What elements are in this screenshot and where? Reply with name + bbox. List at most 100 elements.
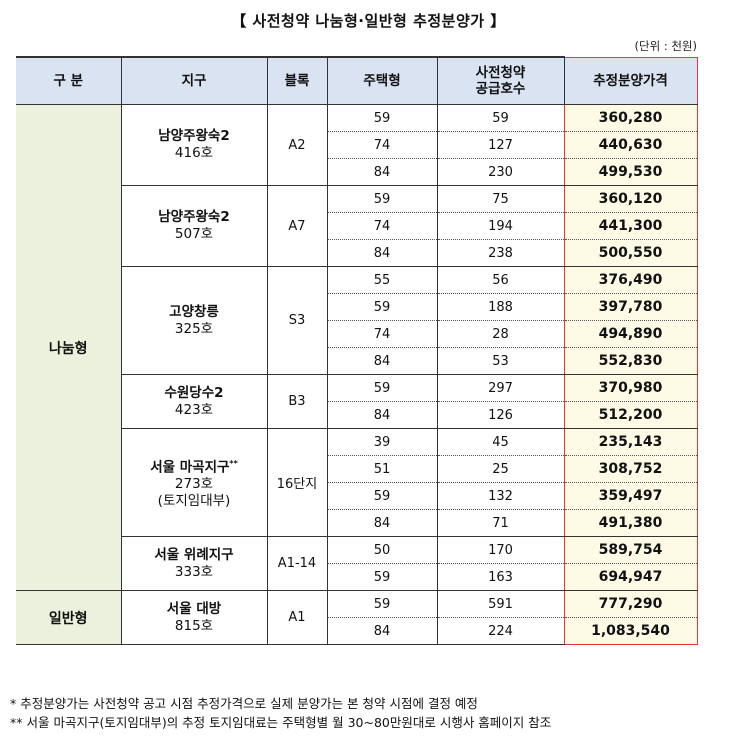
supply-count-cell: 71 [436,509,564,537]
supply-count-cell: 45 [436,428,564,456]
housing-type-cell: 55 [326,266,437,294]
price-cell: 359,497 [563,482,698,510]
price-cell: 441,300 [563,212,698,240]
block-cell: A2 [266,104,327,186]
header-block: 블록 [266,56,327,105]
supply-count-cell: 132 [436,482,564,510]
district-cell: 남양주왕숙2 507호 [120,185,267,267]
housing-type-cell: 84 [326,617,437,645]
footnote-marker: ** [229,458,238,468]
district-count: 416호 [174,145,214,161]
header-housing-type: 주택형 [326,56,437,105]
price-cell: 499,530 [563,158,698,186]
supply-count-cell: 56 [436,266,564,294]
housing-type-cell: 59 [326,374,437,402]
district-count: 815호 [174,617,214,634]
footnotes: * 추정분양가는 사전청약 공고 시점 추정가격으로 실제 분양가는 본 청약 … [10,694,551,732]
supply-count-cell: 591 [436,590,564,618]
table-row: 59 132 359,497 [16,482,698,510]
table-row: 74 194 441,300 [16,212,698,240]
price-cell: 308,752 [563,455,698,483]
price-cell: 494,890 [563,320,698,348]
table-row: 74 28 494,890 [16,320,698,348]
housing-type-cell: 50 [326,536,437,564]
table-row: 84 238 500,550 [16,239,698,267]
district-cell: 고양창릉 325호 [120,266,267,375]
table-row: 84 71 491,380 [16,509,698,537]
table-row: 일반형 서울 대방 815호 A1 59 591 777,290 [16,590,698,645]
supply-count-cell: 126 [436,401,564,429]
table-row: 고양창릉 325호 S3 55 56 376,490 [16,266,698,375]
price-cell: 500,550 [563,239,698,267]
housing-type-cell: 84 [326,158,437,186]
footnote-2: ** 서울 마곡지구(토지임대부)의 추정 토지임대료는 주택형별 월 30~8… [10,715,552,730]
price-cell: 491,380 [563,509,698,537]
housing-type-cell: 59 [326,293,437,321]
header-row: 구 분 지구 블록 주택형 사전청약 공급호수 추정분양가격 [16,56,698,105]
supply-count-cell: 59 [436,104,564,132]
table-row: 남양주왕숙2 507호 A7 59 75 360,120 [16,185,698,267]
table-row: 59 163 694,947 [16,563,698,591]
district-count: 333호 [174,563,214,580]
footnote-1: * 추정분양가는 사전청약 공고 시점 추정가격으로 실제 분양가는 본 청약 … [10,696,478,711]
unit-label: (단위 : 천원) [634,39,697,53]
supply-count-cell: 127 [436,131,564,159]
housing-type-cell: 39 [326,428,437,456]
supply-count-cell: 75 [436,185,564,213]
housing-type-cell: 74 [326,212,437,240]
price-cell: 1,083,540 [563,617,698,645]
price-cell: 777,290 [563,590,698,618]
block-cell: A1-14 [266,536,327,591]
supply-count-cell: 297 [436,374,564,402]
table-row: 나눔형 남양주왕숙2 416호 A2 59 59 360,280 [16,104,698,591]
table-row: 84 126 512,200 [16,401,698,429]
district-count: (토지임대부) [157,493,231,510]
supply-count-cell: 170 [436,536,564,564]
header-district: 지구 [120,56,267,105]
supply-count-cell: 163 [436,563,564,591]
district-name: 남양주왕숙2 [158,128,230,144]
price-table: 구 분 지구 블록 주택형 사전청약 공급호수 추정분양가격 나눔형 남양주왕숙2… [16,56,698,645]
district-cell: 서울 위례지구 333호 [120,536,267,591]
district-count: 325호 [174,320,214,337]
header-estimated-price: 추정분양가격 [563,56,698,105]
price-cell: 360,120 [563,185,698,213]
table-row: 51 25 308,752 [16,455,698,483]
table-row: 서울 위례지구 333호 A1-14 50 170 589,754 [16,536,698,591]
supply-count-cell: 224 [436,617,564,645]
price-cell: 694,947 [563,563,698,591]
price-cell: 376,490 [563,266,698,294]
block-cell: A7 [266,185,327,267]
price-cell: 552,830 [563,347,698,375]
price-cell: 512,200 [563,401,698,429]
district-count: 273호 [174,476,214,493]
housing-type-cell: 84 [326,347,437,375]
supply-count-cell: 230 [436,158,564,186]
table-title: 【 사전청약 나눔형·일반형 추정분양가 】 [231,12,506,30]
table-row: 수원당수2 423호 B3 59 297 370,980 [16,374,698,429]
housing-type-cell: 84 [326,239,437,267]
housing-type-cell: 59 [326,563,437,591]
table-row: 74 127 440,630 [16,131,698,159]
table-row: 84 224 1,083,540 [16,617,698,645]
block-cell: B3 [266,374,327,429]
housing-type-cell: 74 [326,320,437,348]
district-name: 남양주왕숙2 [158,209,230,225]
housing-type-cell: 84 [326,401,437,429]
housing-type-cell: 84 [326,509,437,537]
housing-type-cell: 51 [326,455,437,483]
table-row: 59 188 397,780 [16,293,698,321]
block-cell: A1 [266,590,327,645]
housing-type-cell: 59 [326,482,437,510]
header-supply-count: 사전청약 공급호수 [436,56,564,105]
supply-count-cell: 53 [436,347,564,375]
district-name: 수원당수2 [164,384,224,401]
district-count: 507호 [174,226,214,242]
housing-type-cell: 59 [326,185,437,213]
district-name: 고양창릉 [169,303,219,320]
housing-type-cell: 74 [326,131,437,159]
price-cell: 589,754 [563,536,698,564]
price-cell: 440,630 [563,131,698,159]
block-cell: S3 [266,266,327,375]
housing-type-cell: 59 [326,590,437,618]
